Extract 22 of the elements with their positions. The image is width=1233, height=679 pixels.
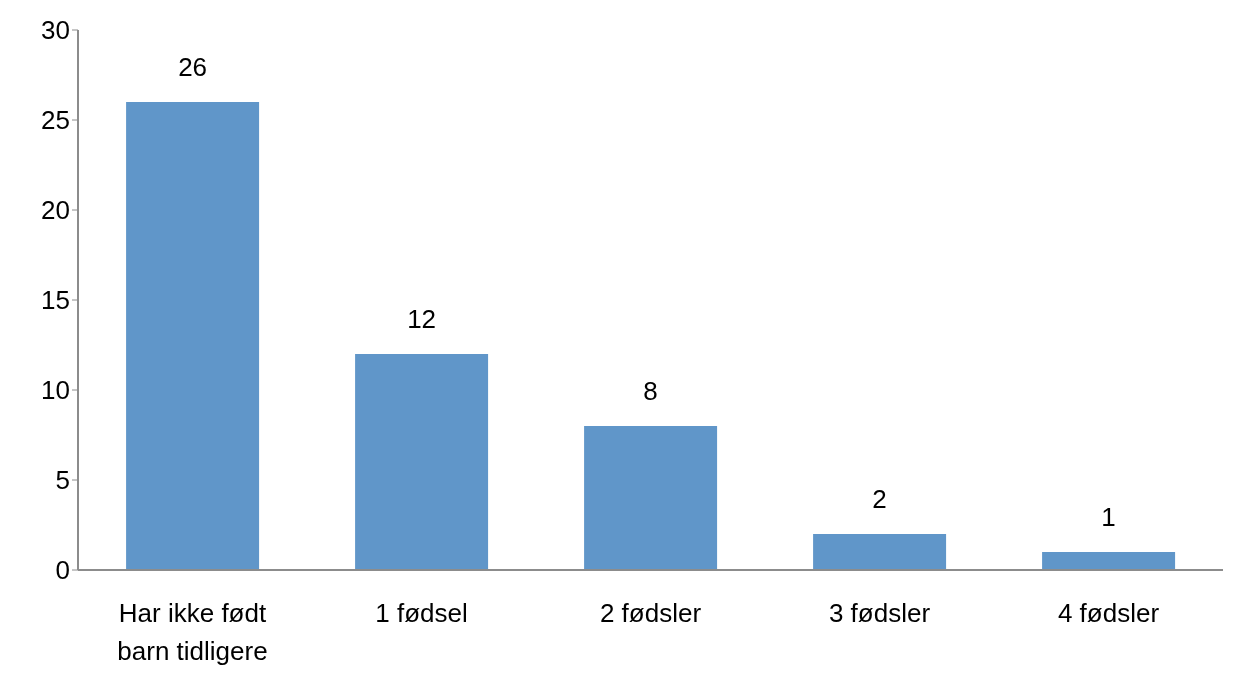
y-tick-label: 10 — [41, 375, 70, 406]
x-tick-label: 4 fødsler — [1057, 598, 1160, 628]
data-label: 26 — [178, 52, 208, 82]
y-tick-label: 30 — [41, 15, 70, 46]
x-tick-label: 2 fødsler — [599, 598, 702, 628]
bar — [813, 534, 947, 570]
y-tick-label: 20 — [41, 195, 70, 226]
y-tick-label: 25 — [41, 105, 70, 136]
x-tick-label: Har ikke født barn tidligere — [117, 598, 268, 666]
data-label: 8 — [643, 376, 658, 406]
y-tick-label: 5 — [55, 465, 70, 496]
data-label: 2 — [872, 484, 887, 514]
y-tick-label: 15 — [41, 285, 70, 316]
x-tick-label: 1 fødsel — [375, 598, 468, 628]
x-tick-label: 3 fødsler — [828, 598, 931, 628]
bar — [355, 354, 489, 570]
y-tick-label: 0 — [55, 555, 70, 586]
data-label: 1 — [1101, 502, 1116, 532]
bar — [1042, 552, 1176, 570]
bar — [584, 426, 718, 570]
bar — [126, 102, 260, 570]
data-label: 12 — [407, 304, 437, 334]
